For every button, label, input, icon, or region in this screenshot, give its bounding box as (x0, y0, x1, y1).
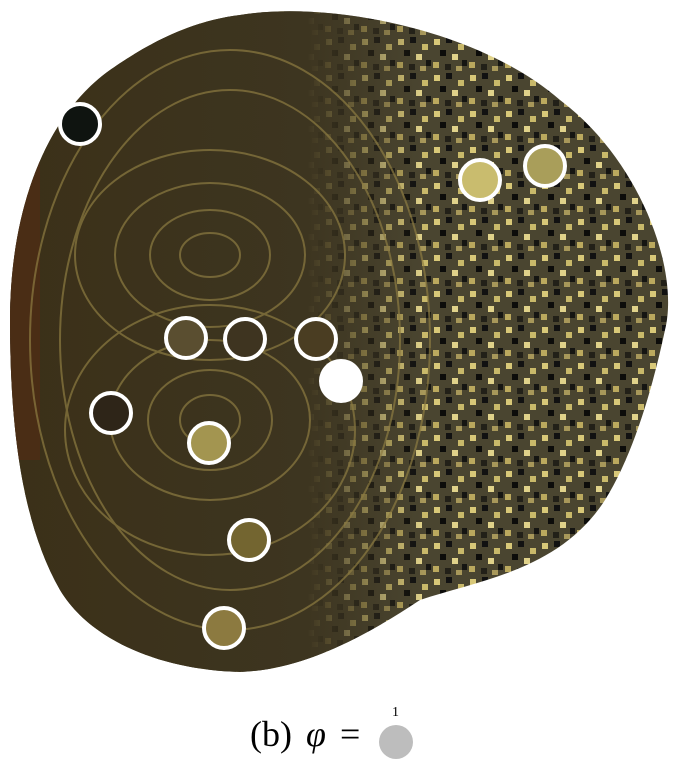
marker-center (319, 359, 363, 403)
marker (202, 606, 246, 650)
marker (223, 317, 267, 361)
marker (187, 421, 231, 465)
marker (458, 158, 502, 202)
caption-symbol: φ (306, 714, 326, 754)
swirl-region (10, 11, 669, 673)
marker (523, 144, 567, 188)
markers (58, 102, 567, 650)
caption-superscript: 1 (392, 705, 399, 720)
marker (58, 102, 102, 146)
caption-label: (b) (250, 714, 292, 754)
marker (164, 316, 208, 360)
marker (89, 391, 133, 435)
marker (294, 317, 338, 361)
marker (227, 518, 271, 562)
edge-tint (10, 120, 40, 460)
caption-swatch (379, 725, 413, 759)
flow-field (10, 11, 669, 673)
caption-equals: = (340, 714, 360, 754)
